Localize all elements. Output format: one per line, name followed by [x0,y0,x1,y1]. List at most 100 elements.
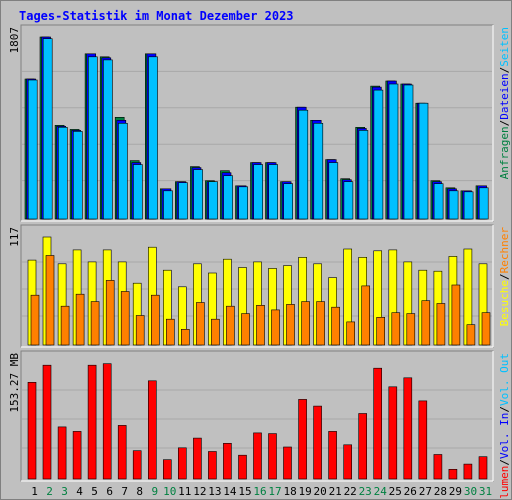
bar-rechner [256,304,265,346]
bar-volumen [148,380,157,480]
bar-volumen [87,364,97,480]
bar-volumen [478,456,488,480]
bar-volumen [283,446,292,480]
bar-volumen [403,377,413,480]
bar-volumen [298,399,307,480]
day-label: 6 [106,485,113,498]
bar-volumen [373,367,383,480]
bar-seiten [358,130,369,220]
bar-seiten [73,131,83,220]
bar-rechner [135,315,145,346]
bar-volumen [358,413,368,480]
bar-seiten [448,190,459,220]
bar-seiten [223,175,233,220]
bar-seiten [268,164,279,220]
max-value-label: 1807 [8,27,21,54]
day-label: 17 [268,485,281,498]
day-label: 16 [253,485,266,498]
bar-volumen [42,364,52,480]
bar-seiten [388,83,399,220]
bar-seiten [328,162,339,220]
day-label: 18 [283,485,296,498]
bar-seiten [42,38,53,220]
day-label: 8 [136,485,143,498]
day-label: 5 [91,485,98,498]
legend-middle: Besuche/Rechner [498,227,511,327]
bar-volumen [163,459,172,480]
bar-volumen [72,431,82,480]
bar-rechner [406,313,416,346]
bar-seiten [133,164,143,220]
bar-seiten [238,186,248,220]
max-value-label: 117 [8,227,21,247]
bar-seiten [418,102,429,220]
legend-separator: / [498,120,511,127]
bar-volumen [27,381,37,480]
bar-seiten [148,56,158,220]
bar-rechner [391,312,401,346]
bar-volumen [313,405,322,480]
legend-entry: Besuche [498,280,511,326]
bar-volumen [343,444,353,480]
day-label: 31 [479,485,492,498]
bar-rechner [451,284,461,346]
bar-seiten [313,123,324,220]
bar-rechner [316,301,325,346]
bar-seiten [57,127,68,220]
day-label: 15 [238,485,251,498]
day-label: 9 [151,485,158,498]
bar-seiten [373,89,384,220]
bar-rechner [466,324,476,346]
legend-entry: Volumen [498,466,511,500]
panel-top: 1807 Anfragen/Dateien/Seiten [8,24,511,222]
bar-rechner [181,328,190,346]
bar-volumen [388,386,398,480]
bar-rechner [120,291,130,346]
bar-rechner [301,301,310,346]
bar-seiten [283,183,294,220]
day-label: 14 [223,485,237,498]
bar-rechner [346,321,356,346]
legend-bottom: Volumen/Vol. In/Vol. Out [498,353,511,500]
bar-rechner [75,293,85,346]
day-label: 21 [329,485,342,498]
bar-rechner [90,301,100,346]
bar-volumen [433,454,443,480]
day-label: 10 [163,485,176,498]
day-label: 1 [31,485,38,498]
bar-rechner [196,302,205,346]
bar-rechner [105,280,115,346]
bar-seiten [88,56,98,220]
bar-volumen [57,426,67,480]
bar-volumen [132,450,142,480]
bar-volumen [102,363,112,480]
day-label: 25 [389,485,402,498]
day-label: 20 [313,485,326,498]
bar-seiten [403,84,414,220]
bar-volumen [238,454,247,480]
legend-entry: Dateien [498,73,511,119]
legend-separator: / [498,459,511,466]
legend-entry: Vol. In [498,413,511,459]
legend-entry: Anfragen [498,126,511,179]
day-label: 30 [464,485,477,498]
legend-top: Anfragen/Dateien/Seiten [498,27,511,179]
bar-volumen [268,433,277,480]
bar-volumen [418,400,428,480]
bar-rechner [30,294,40,346]
legend-entry: Rechner [498,227,511,274]
day-label: 4 [76,485,83,498]
bar-rechner [211,318,220,346]
bar-volumen [117,425,127,480]
day-label: 7 [121,485,128,498]
day-label: 3 [61,485,68,498]
bar-seiten [298,109,309,220]
bar-seiten [103,59,113,220]
page-title: Tages-Statistik im Monat Dezember 2023 [19,9,294,23]
bar-rechner [286,304,295,346]
bar-rechner [481,312,491,346]
bar-volumen [178,447,187,480]
bar-seiten [253,164,263,220]
day-label: 26 [404,485,417,498]
